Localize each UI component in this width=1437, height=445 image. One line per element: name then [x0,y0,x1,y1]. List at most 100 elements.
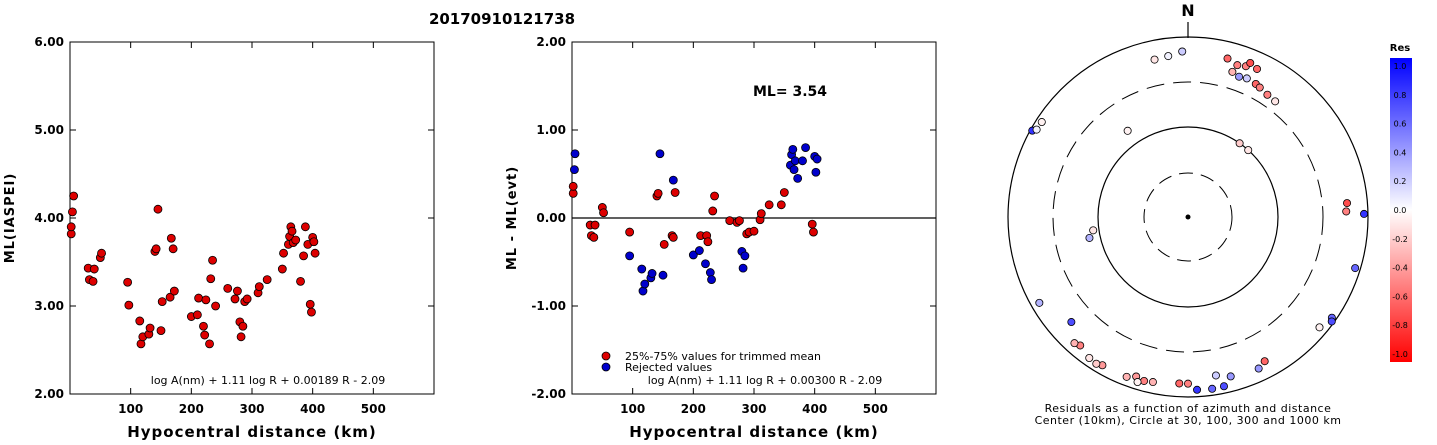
station-residual-point [1037,118,1046,127]
legend-label-rejected: Rejected values [625,361,712,374]
station-residual-point [1193,385,1202,394]
colorbar-tick-label: 0.8 [1394,91,1407,100]
ml-data-point [97,248,106,258]
ml-data-point [238,321,248,331]
station-residual-point [1233,61,1242,70]
ml-data-point [233,286,242,296]
residual-colorbar: Res 1.0 0.8 0.6 0.4 0.2 0.0 -0.2 -0.4 -0.6 -0.8 -1… [1390,43,1412,362]
ml-data-point [291,235,301,245]
residual-vs-distance-chart: 100 200 300 400 500 -2.00 -1.00 0.00 1.00 2.00 M… [505,35,937,441]
colorbar-tick-label: 0.0 [1394,206,1407,215]
residual-y-tick-label: -1.00 [531,299,566,313]
station-residual-point [1184,379,1193,388]
station-residual-point [1140,376,1149,385]
station-residual-point [1315,323,1324,332]
station-residual-point [1175,379,1184,388]
colorbar-tick-label: 0.4 [1394,148,1407,157]
station-residual-point [1254,364,1263,373]
station-residual-point [1085,353,1094,362]
residual-point-rejected [811,167,821,177]
colorbar-tick-label: -0.8 [1392,321,1408,330]
ml-data-point [262,275,272,285]
station-residual-point [1133,378,1142,387]
ml-data-point [68,207,77,217]
ml-data-point [279,248,288,258]
residual-point-rejected [668,175,678,185]
station-residual-point [1211,371,1220,380]
ml-data-point [300,222,310,232]
ml-x-tick-label: 300 [239,402,264,416]
residual-point-trimmed [756,209,766,219]
ml-data-point [199,321,208,331]
station-residual-point [1244,146,1253,155]
residual-point-rejected [688,250,698,260]
legend-marker-rejected [601,362,611,372]
residual-point-trimmed [653,188,663,198]
station-residual-point [1263,90,1272,99]
residual-point-rejected [812,154,822,164]
residual-x-tick-label: 400 [802,402,827,416]
ml-data-point [165,292,175,302]
residual-x-tick-label: 300 [741,402,766,416]
residual-y-tick-label: 2.00 [536,35,566,49]
ml-data-point [166,233,176,243]
colorbar-tick-label: 0.6 [1394,120,1407,129]
ring-1000km [1007,36,1369,398]
station-residual-point [1271,97,1280,106]
colorbar-gradient [1390,58,1412,362]
ml-data-point [151,244,161,254]
ml-formula: log A(nm) + 1.11 log R + 0.00189 R - 2.0… [151,374,385,387]
ml-data-point [192,310,202,320]
ml-data-point [124,300,134,310]
ml-x-tick-label: 200 [179,402,204,416]
residual-point-trimmed [735,216,744,226]
station-residual-point [1242,74,1251,83]
ml-data-point [153,204,163,214]
ml-x-axis-label: Hypocentral distance (km) [127,423,377,441]
colorbar-tick-label: -1.0 [1392,350,1408,359]
ml-vs-distance-chart: 100 200 300 400 500 2.00 3.00 4.00 5.00 6.00 log… [3,35,435,441]
station-residual-point [1178,47,1187,56]
residual-x-tick-label: 500 [863,402,888,416]
residual-point-trimmed [809,227,818,237]
residual-point-rejected [788,144,798,154]
ml-data-point [307,307,316,317]
map-caption-line1: Residuals as a function of azimuth and d… [1045,402,1332,415]
ml-data-point [200,330,210,340]
ring-300km [1052,81,1324,353]
ml-data-point [157,297,167,307]
event-title: 20170910121738 [429,10,575,28]
ml-data-point [69,191,79,201]
station-residual-point [1260,357,1269,366]
residual-y-tick-label: -2.00 [531,387,566,401]
station-residual-point [1253,64,1262,73]
ml-data-point [299,251,308,261]
ml-data-point [145,323,155,333]
ml-data-point [296,276,305,286]
ml-data-point [168,244,178,254]
station-residual-point [1223,54,1232,63]
ml-y-tick-label: 6.00 [34,35,64,49]
station-residual-point [1150,55,1159,64]
ml-data-point [208,255,217,265]
legend-marker-trimmed [601,351,611,361]
residual-x-tick-label: 100 [620,402,645,416]
residual-point-trimmed [779,188,789,197]
station-residual-point [1246,58,1255,67]
station-residual-point [1351,264,1360,273]
ml-data-point [236,332,246,342]
residual-point-rejected [637,264,647,274]
residual-point-trimmed [659,239,669,249]
ml-x-tick-label: 500 [361,402,386,416]
residual-point-trimmed [589,232,599,242]
epicenter-dot [1185,214,1191,220]
station-residual-point [1092,359,1101,368]
ml-data-point [156,326,166,336]
station-residual-point [1123,126,1132,135]
station-residual-point [1085,233,1094,242]
residual-point-rejected [801,143,810,153]
residual-point-trimmed [776,200,786,210]
residual-point-trimmed [625,227,635,237]
residual-point-trimmed [568,181,578,191]
residual-point-rejected [655,149,665,159]
